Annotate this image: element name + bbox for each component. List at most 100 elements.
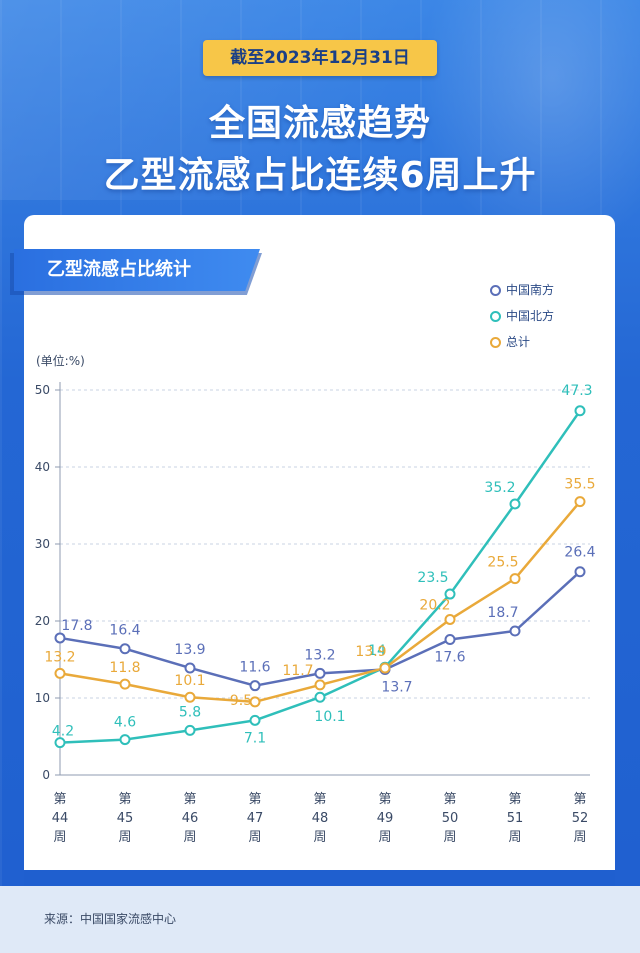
data-label: 14 [368,643,386,659]
data-point [184,662,196,674]
data-point [314,667,326,679]
x-tick-label: 44 [52,811,69,826]
data-label: 10.1 [174,673,205,689]
data-point [509,498,521,510]
x-tick-label: 49 [377,811,394,826]
data-point [574,496,586,508]
data-point [184,724,196,736]
x-tick-label: 周 [313,830,326,845]
data-label: 13.9 [355,644,386,660]
chart-title: 乙型流感占比统计 [47,259,191,280]
card-tab [14,249,260,291]
x-tick-label: 周 [508,830,521,845]
legend-marker-icon [490,311,501,322]
x-tick-label: 第 [313,792,326,807]
x-tick-label: 周 [183,830,196,845]
x-tick-label: 周 [573,830,586,845]
data-point [249,680,261,692]
x-tick-label: 周 [378,830,391,845]
legend-label: 中国北方 [506,309,555,323]
data-point [444,613,456,625]
data-label: 13.7 [381,680,412,696]
page-title-line2: 乙型流感占比连续6周上升 [103,155,537,196]
data-label: 7.1 [244,730,266,746]
page-title-line1: 全国流感趋势 [208,103,431,144]
x-tick-label: 第 [443,792,456,807]
data-point [574,405,586,417]
data-label: 25.5 [487,555,518,571]
data-point [509,625,521,637]
legend-item-north: 中国北方 [490,306,554,332]
data-point [444,633,456,645]
x-tick-label: 周 [248,830,261,845]
data-point [119,643,131,655]
data-label: 4.2 [52,724,74,740]
x-tick-label: 45 [117,811,134,826]
x-tick-label: 第 [573,792,586,807]
data-label: 13.9 [174,642,205,658]
y-tick-label: 20 [35,614,50,628]
data-label: 11.8 [109,660,140,676]
footer [0,886,640,953]
legend-marker-icon [490,285,501,296]
data-label: 16.4 [109,623,140,639]
y-tick-label: 50 [35,383,50,397]
data-label: 17.8 [61,618,92,634]
x-tick-label: 47 [247,811,264,826]
data-point [379,662,391,674]
x-tick-label: 第 [248,792,261,807]
legend-item-total: 总计 [490,332,554,358]
data-point [54,667,66,679]
x-tick-label: 周 [443,830,456,845]
data-label: 18.7 [487,605,518,621]
chart-card [24,215,615,883]
data-label: 47.3 [561,383,592,399]
y-axis-unit-label: (单位:%) [36,354,85,368]
data-label: 23.5 [417,570,448,586]
data-point [119,678,131,690]
data-point [314,691,326,703]
legend-label: 中国南方 [506,283,555,297]
data-point [574,566,586,578]
background-highlight [0,0,640,200]
data-label: 13.2 [304,647,335,663]
x-tick-label: 第 [378,792,391,807]
x-tick-label: 48 [312,811,329,826]
x-tick-label: 52 [572,811,589,826]
data-label: 5.8 [179,704,201,720]
x-tick-label: 50 [442,811,459,826]
x-tick-label: 第 [183,792,196,807]
x-tick-label: 51 [507,811,524,826]
y-tick-label: 30 [35,537,50,551]
data-label: 4.6 [114,715,136,731]
data-label: 35.2 [484,480,515,496]
chart-legend: 中国南方 中国北方 总计 [490,280,554,358]
legend-item-south: 中国南方 [490,280,554,306]
x-tick-label: 周 [53,830,66,845]
data-label: 17.6 [434,649,465,665]
source-note: 来源：中国国家流感中心 [44,912,177,926]
data-point [249,714,261,726]
data-label: 11.6 [239,660,270,676]
legend-label: 总计 [506,335,531,349]
y-tick-label: 40 [35,460,50,474]
x-tick-label: 第 [118,792,131,807]
data-point [54,737,66,749]
y-tick-label: 0 [42,768,50,782]
x-tick-label: 第 [508,792,521,807]
data-point [444,588,456,600]
legend-marker-icon [490,337,501,348]
data-point [314,679,326,691]
data-label: 11.7 [282,663,313,679]
data-point [54,632,66,644]
data-label: 10.1 [314,709,345,725]
x-tick-label: 周 [118,830,131,845]
x-tick-label: 46 [182,811,199,826]
date-badge: 截至2023年12月31日 [203,40,437,76]
data-label: 26.4 [564,545,595,561]
data-point [119,734,131,746]
x-tick-label: 第 [53,792,66,807]
data-point [249,696,261,708]
data-point [509,573,521,585]
